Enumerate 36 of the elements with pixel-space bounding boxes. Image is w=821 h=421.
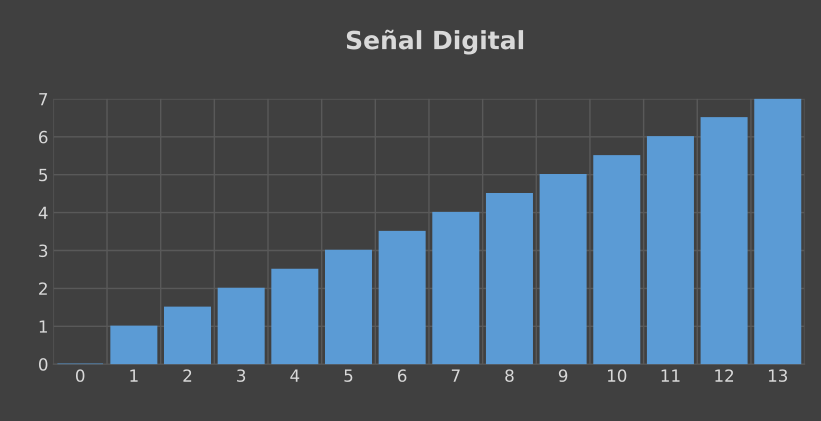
- x-tick-label: 3: [237, 369, 246, 382]
- y-tick-label: 6: [39, 130, 48, 144]
- bar: [646, 136, 694, 364]
- bar: [218, 288, 265, 364]
- x-tick-label: 13: [768, 369, 788, 382]
- x-tick-label: 7: [452, 370, 460, 382]
- y-tick-label: 1: [40, 320, 47, 333]
- chart-title: Señal Digital: [346, 30, 524, 55]
- x-tick-label: 12: [715, 369, 734, 382]
- bar: [700, 117, 748, 364]
- bar: [110, 326, 158, 364]
- x-tick-label: 5: [344, 370, 352, 382]
- x-tick-label: 10: [608, 369, 626, 382]
- y-tick-label: 5: [39, 168, 48, 182]
- bar: [540, 174, 587, 364]
- bar: [593, 155, 640, 364]
- x-tick-label: 9: [558, 369, 568, 382]
- bar: [271, 268, 318, 364]
- x-tick-label: 1: [130, 370, 138, 382]
- x-tick-label: 6: [398, 369, 406, 382]
- x-tick-label: 11: [662, 370, 680, 382]
- bar: [378, 230, 426, 364]
- y-tick-label: 0: [39, 358, 48, 371]
- y-tick-label: 3: [39, 244, 48, 258]
- bar: [324, 250, 372, 364]
- bar: [432, 212, 480, 364]
- x-tick-label: 8: [505, 369, 514, 382]
- x-tick-label: 2: [183, 369, 192, 382]
- bar: [164, 306, 212, 364]
- x-tick-label: 4: [290, 370, 300, 382]
- x-tick-label: 0: [76, 369, 84, 382]
- bar: [486, 192, 533, 364]
- y-tick-label: 4: [38, 206, 48, 219]
- y-tick-label: 7: [39, 93, 48, 106]
- y-tick-label: 2: [39, 282, 47, 295]
- bar: [754, 98, 802, 364]
